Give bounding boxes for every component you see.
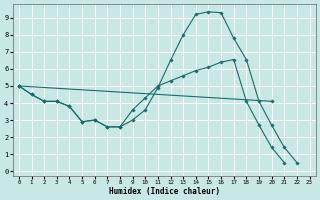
X-axis label: Humidex (Indice chaleur): Humidex (Indice chaleur): [109, 187, 220, 196]
